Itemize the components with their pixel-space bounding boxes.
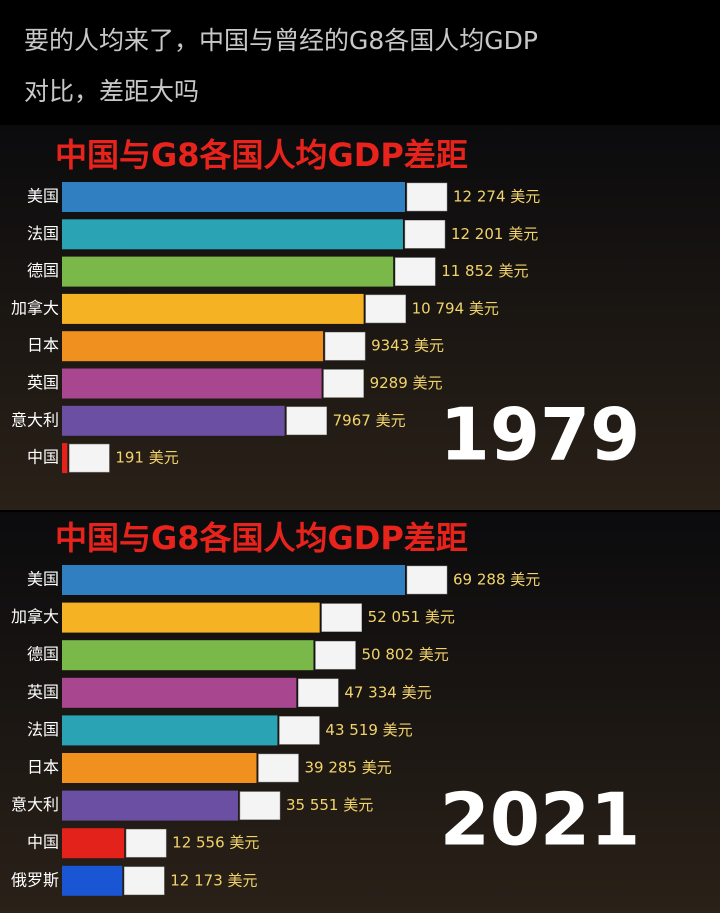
bar	[62, 865, 123, 896]
category-label: 美国	[27, 187, 59, 206]
caption-line: 对比，差距大吗	[24, 77, 199, 106]
category-label: 俄罗斯	[11, 870, 59, 889]
bar	[62, 640, 314, 671]
bar	[62, 565, 405, 595]
value-label: 191 美元	[115, 449, 178, 467]
year-annotation: 1979	[440, 393, 640, 477]
value-label: 9289 美元	[370, 374, 443, 392]
value-label: 12 274 美元	[453, 188, 540, 206]
bar	[62, 828, 125, 859]
bar	[62, 368, 322, 399]
value-label: 12 173 美元	[170, 871, 257, 889]
flag	[124, 866, 165, 896]
bar	[62, 790, 238, 821]
flag	[406, 182, 448, 212]
bar	[62, 677, 297, 708]
flag	[406, 565, 448, 595]
flag	[394, 257, 436, 286]
value-label: 12 201 美元	[451, 225, 538, 243]
category-label: 意大利	[11, 795, 59, 814]
category-label: 法国	[27, 720, 59, 739]
value-label: 47 334 美元	[344, 683, 431, 701]
flag	[286, 406, 327, 436]
flag	[365, 294, 406, 324]
flag	[323, 369, 364, 398]
value-label: 69 288 美元	[453, 571, 540, 589]
value-label: 12 556 美元	[172, 834, 259, 852]
bar	[62, 219, 403, 250]
caption-line: 要的人均来了，中国与曾经的G8各国人均GDP	[24, 26, 538, 55]
category-label: 美国	[27, 570, 59, 589]
category-label: 英国	[27, 373, 59, 392]
flag	[404, 220, 446, 249]
value-label: 50 802 美元	[361, 646, 448, 664]
flag	[125, 828, 167, 858]
value-label: 39 285 美元	[304, 759, 391, 777]
year-annotation: 2021	[440, 778, 640, 862]
category-label: 法国	[27, 224, 59, 243]
flag	[239, 791, 281, 820]
value-label: 10 794 美元	[412, 299, 499, 317]
bar	[62, 753, 257, 783]
bar	[62, 256, 394, 287]
category-label: 日本	[27, 758, 59, 777]
chart-title: 中国与G8各国人均GDP差距	[55, 519, 468, 557]
bar	[62, 182, 405, 212]
bar	[62, 293, 364, 324]
bar	[62, 715, 278, 746]
chart-title: 中国与G8各国人均GDP差距	[55, 136, 468, 174]
flag	[298, 678, 339, 708]
bar	[62, 602, 320, 633]
bar	[62, 443, 68, 474]
value-label: 35 551 美元	[286, 796, 373, 814]
category-label: 加拿大	[11, 607, 59, 626]
category-label: 中国	[27, 833, 59, 852]
value-label: 43 519 美元	[325, 721, 412, 739]
category-label: 意大利	[11, 410, 59, 429]
category-label: 德国	[27, 645, 59, 664]
bar	[62, 405, 285, 436]
flag	[258, 753, 299, 783]
value-label: 9343 美元	[371, 337, 444, 355]
value-label: 52 051 美元	[368, 608, 455, 626]
flag	[279, 716, 320, 745]
value-label: 7967 美元	[333, 411, 406, 429]
flag	[315, 640, 356, 670]
value-label: 11 852 美元	[441, 262, 528, 280]
category-label: 加拿大	[11, 298, 59, 317]
category-label: 日本	[27, 336, 59, 355]
flag	[69, 443, 110, 473]
bar	[62, 331, 324, 362]
category-label: 中国	[27, 448, 59, 467]
category-label: 德国	[27, 261, 59, 280]
flag	[321, 603, 362, 632]
flag	[324, 331, 366, 361]
category-label: 英国	[27, 682, 59, 701]
